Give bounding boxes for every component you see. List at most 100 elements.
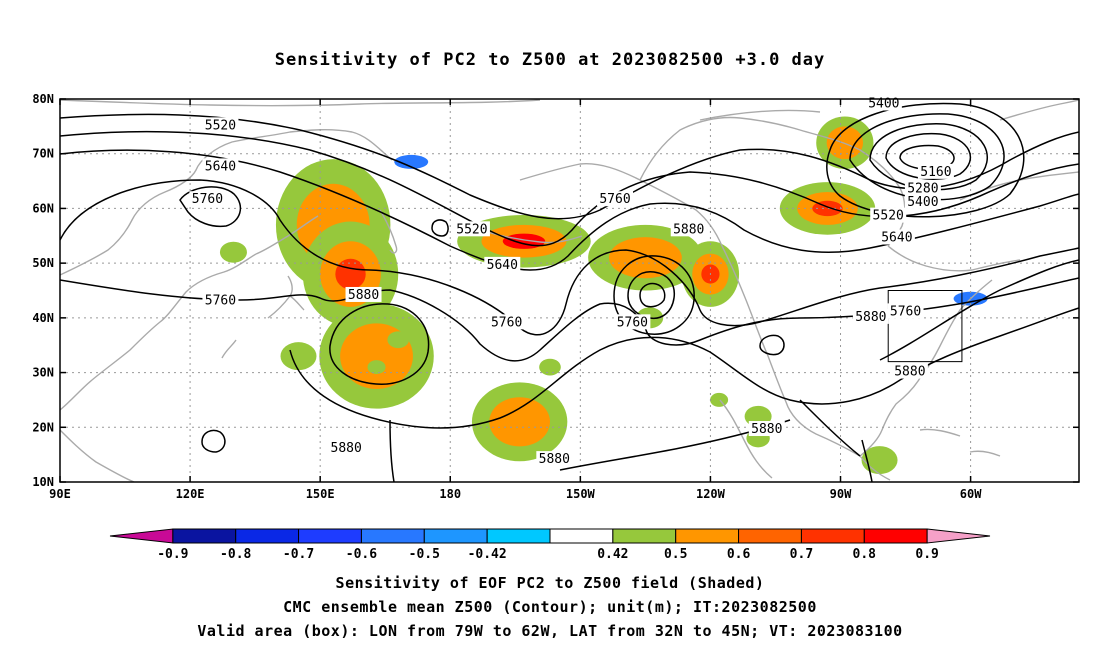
- contour-label-bg: [917, 163, 954, 179]
- shade-patch: [367, 360, 386, 375]
- coastlines: [60, 99, 1079, 482]
- lat-tick-label: 40N: [32, 311, 54, 325]
- caption-line-2: CMC ensemble mean Z500 (Contour); unit(m…: [283, 598, 817, 616]
- contour-label-bg: [189, 191, 226, 207]
- contour-label: 5520: [205, 118, 236, 133]
- shade-core-gulf-alaska: [608, 237, 682, 279]
- shade-core-hawaii-north: [489, 397, 550, 447]
- contour-label-bg: [904, 180, 941, 196]
- colorbar-label: 0.9: [915, 547, 938, 562]
- contour-label: 5760: [192, 192, 223, 207]
- contour-label: 5640: [487, 258, 518, 273]
- shade-patch: [710, 392, 729, 407]
- colorbar-lower-extend: [109, 528, 174, 544]
- contour-label: 5880: [348, 288, 379, 303]
- contour-label-bg: [202, 117, 239, 133]
- contour-label: 5760: [599, 192, 630, 207]
- colorbar-label: -0.6: [346, 547, 377, 562]
- contour-label-bg: [891, 363, 928, 379]
- contour-label-bg: [328, 440, 365, 456]
- contour-label-bg: [904, 193, 941, 209]
- colorbar-label: 0.5: [664, 547, 687, 562]
- colorbar-segment: [675, 528, 740, 544]
- contour-labels: 5520 5640 5760 5760 5880 5520 5640 5760 5760 5880…: [189, 95, 954, 467]
- contour-label-bg: [870, 207, 907, 223]
- caption-line-3: Valid area (box): LON from 79W to 62W, L…: [197, 622, 903, 640]
- colorbar-segment: [423, 528, 488, 544]
- shade-negative-core-taymyr: [403, 158, 420, 166]
- colorbar-segment: [298, 528, 362, 544]
- shade-patch: [280, 342, 317, 371]
- lon-tick-label: 60W: [960, 487, 982, 501]
- map-frame: [59, 98, 1080, 483]
- contour-label-bg: [202, 158, 239, 174]
- shade-patch: [387, 331, 410, 349]
- contour-label-bg: [670, 221, 707, 237]
- contour-label: 5160: [920, 165, 951, 180]
- lon-tick-label: 150E: [306, 487, 335, 501]
- colorbar-label: 0.7: [790, 547, 813, 562]
- shade-patch: [539, 358, 561, 376]
- colorbar-label: -0.5: [409, 547, 440, 562]
- shade-patch: [219, 241, 247, 263]
- contour-label: 5640: [881, 231, 912, 246]
- contour-label: 5880: [855, 310, 886, 325]
- contour-label: 5880: [539, 452, 570, 467]
- contour-label: 5520: [456, 222, 487, 237]
- contour-label-bg: [453, 221, 490, 237]
- lat-tick-label: 80N: [32, 92, 54, 106]
- lat-tick-label: 10N: [32, 475, 54, 489]
- colorbar-segment: [549, 528, 614, 544]
- colorbar-segment: [235, 528, 300, 544]
- axis-ticks: 90E 120E 150E 180 150W 120W 90W 60W 80N 70N 60N 50N…: [32, 92, 1079, 501]
- colorbar-label: -0.9: [157, 547, 188, 562]
- lat-tick-label: 70N: [32, 147, 54, 161]
- contour-label: 5400: [907, 195, 938, 210]
- colorbar-label: -0.8: [220, 547, 251, 562]
- contour-label-bg: [852, 308, 889, 324]
- lat-tick-label: 20N: [32, 420, 54, 434]
- contour-label-bg: [597, 191, 634, 207]
- contour-label: 5520: [873, 209, 904, 224]
- lon-tick-label: 90E: [49, 487, 71, 501]
- contour-label-bg: [614, 314, 651, 330]
- contour-label-bg: [536, 451, 573, 467]
- colorbar-segment: [486, 528, 551, 544]
- colorbar-segment: [360, 528, 425, 544]
- colorbar-segment: [863, 528, 928, 544]
- lat-tick-label: 30N: [32, 366, 54, 380]
- colorbar-segment: [172, 528, 237, 544]
- colorbar-segment: [800, 528, 865, 544]
- page-title: Sensitivity of PC2 to Z500 at 2023082500…: [274, 50, 826, 70]
- caption-line-1: Sensitivity of EOF PC2 to Z500 field (Sh…: [335, 574, 765, 592]
- contour-label-bg: [887, 303, 924, 319]
- contour-label: 5400: [868, 96, 899, 111]
- contour-label: 5880: [673, 222, 704, 237]
- lat-tick-label: 60N: [32, 201, 54, 215]
- contour-label-bg: [202, 292, 239, 308]
- contour-label-bg: [748, 421, 785, 437]
- colorbar-segment: [738, 528, 802, 544]
- contour-label-bg: [878, 229, 915, 245]
- contour-label-bg: [484, 256, 521, 272]
- lat-tick-label: 50N: [32, 256, 54, 270]
- colorbar-label: -0.42: [468, 547, 507, 562]
- colorbar-label: 0.42: [597, 547, 628, 562]
- contour-label: 5880: [751, 422, 782, 437]
- graticule: [60, 99, 1079, 482]
- contour-label-bg: [345, 286, 382, 302]
- lon-tick-label: 120W: [696, 487, 726, 501]
- colorbar-label: -0.7: [283, 547, 314, 562]
- shade-core-baffin: [826, 126, 864, 160]
- colorbar-upper-extend: [926, 528, 991, 544]
- contour-label: 5760: [617, 315, 648, 330]
- colorbar-label: 0.6: [727, 547, 751, 562]
- contour-label: 5640: [205, 159, 236, 174]
- contour-label: 5280: [907, 181, 938, 196]
- sensitivity-shading: [219, 116, 988, 475]
- contour-label: 5760: [205, 293, 236, 308]
- valid-area-box: [887, 290, 963, 363]
- contour-label: 5760: [890, 304, 921, 319]
- colorbar-label: 0.8: [853, 547, 877, 562]
